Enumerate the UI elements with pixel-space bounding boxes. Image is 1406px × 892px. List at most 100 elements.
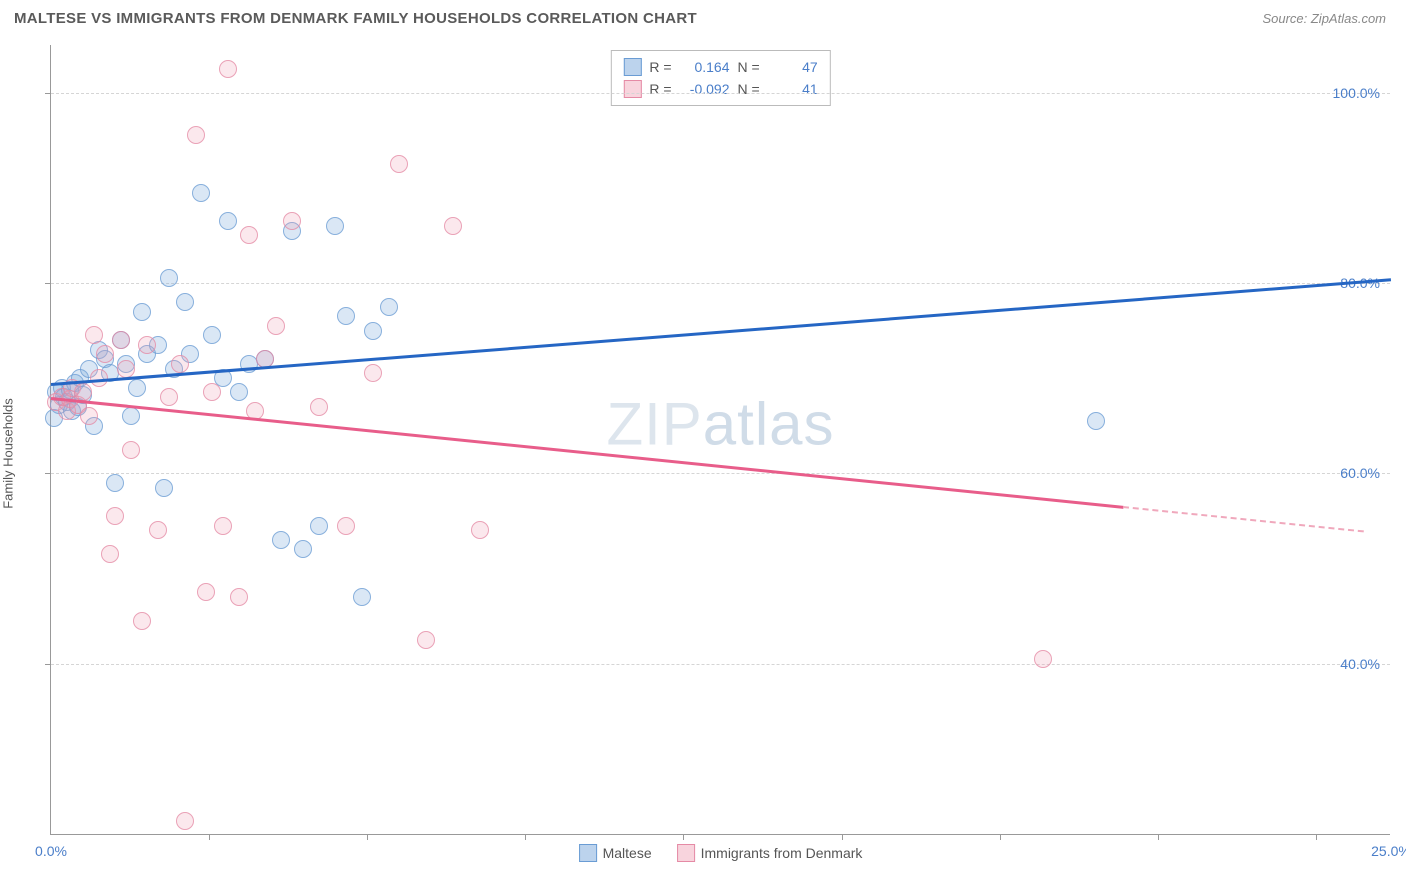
n-value-2: 41	[768, 81, 818, 97]
data-point	[1034, 650, 1052, 668]
data-point	[240, 226, 258, 244]
data-point	[187, 126, 205, 144]
bottom-legend: Maltese Immigrants from Denmark	[579, 844, 863, 862]
y-tick-mark	[45, 473, 51, 474]
r-label: R =	[649, 59, 671, 75]
watermark: ZIPatlas	[606, 389, 834, 458]
data-point	[219, 212, 237, 230]
x-tick-mark	[683, 834, 684, 840]
y-tick-label: 100.0%	[1333, 85, 1380, 101]
data-point	[353, 588, 371, 606]
r-label-2: R =	[649, 81, 671, 97]
trend-line	[1123, 506, 1364, 532]
data-point	[197, 583, 215, 601]
data-point	[106, 507, 124, 525]
data-point	[417, 631, 435, 649]
plot-area: ZIPatlas R = 0.164 N = 47 R = -0.092 N =…	[50, 45, 1390, 835]
data-point	[444, 217, 462, 235]
x-tick-label: 25.0%	[1371, 843, 1406, 859]
data-point	[390, 155, 408, 173]
data-point	[106, 474, 124, 492]
data-point	[471, 521, 489, 539]
data-point	[112, 331, 130, 349]
data-point	[272, 531, 290, 549]
trend-line	[51, 397, 1123, 508]
chart-container: MALTESE VS IMMIGRANTS FROM DENMARK FAMIL…	[0, 0, 1406, 892]
header: MALTESE VS IMMIGRANTS FROM DENMARK FAMIL…	[0, 0, 1406, 32]
x-tick-mark	[1316, 834, 1317, 840]
data-point	[149, 521, 167, 539]
gridline-h	[51, 664, 1390, 665]
x-tick-mark	[367, 834, 368, 840]
gridline-h	[51, 283, 1390, 284]
x-tick-mark	[1000, 834, 1001, 840]
data-point	[117, 360, 135, 378]
legend-swatch-blue-icon	[579, 844, 597, 862]
y-tick-mark	[45, 664, 51, 665]
data-point	[310, 517, 328, 535]
data-point	[326, 217, 344, 235]
n-label-2: N =	[738, 81, 760, 97]
data-point	[267, 317, 285, 335]
legend-label-2: Immigrants from Denmark	[701, 845, 863, 861]
legend-label-1: Maltese	[603, 845, 652, 861]
data-point	[203, 326, 221, 344]
stats-row-1: R = 0.164 N = 47	[623, 56, 817, 78]
legend-swatch-pink-icon	[677, 844, 695, 862]
data-point	[294, 540, 312, 558]
y-axis-label: Family Households	[1, 398, 16, 509]
data-point	[364, 322, 382, 340]
data-point	[176, 293, 194, 311]
watermark-bold: ZIP	[606, 390, 702, 457]
n-value-1: 47	[768, 59, 818, 75]
data-point	[160, 388, 178, 406]
data-point	[176, 812, 194, 830]
data-point	[380, 298, 398, 316]
data-point	[122, 407, 140, 425]
legend-item-2: Immigrants from Denmark	[677, 844, 863, 862]
x-tick-mark	[209, 834, 210, 840]
stats-legend: R = 0.164 N = 47 R = -0.092 N = 41	[610, 50, 830, 106]
data-point	[155, 479, 173, 497]
x-tick-mark	[842, 834, 843, 840]
stats-row-2: R = -0.092 N = 41	[623, 78, 817, 100]
x-tick-mark	[525, 834, 526, 840]
data-point	[310, 398, 328, 416]
data-point	[171, 355, 189, 373]
data-point	[133, 303, 151, 321]
gridline-h	[51, 93, 1390, 94]
swatch-blue-icon	[623, 58, 641, 76]
trend-line	[51, 278, 1391, 385]
data-point	[230, 383, 248, 401]
data-point	[214, 517, 232, 535]
data-point	[203, 383, 221, 401]
n-label: N =	[738, 59, 760, 75]
legend-item-1: Maltese	[579, 844, 652, 862]
data-point	[138, 336, 156, 354]
data-point	[80, 407, 98, 425]
chart-title: MALTESE VS IMMIGRANTS FROM DENMARK FAMIL…	[14, 10, 697, 27]
data-point	[230, 588, 248, 606]
data-point	[364, 364, 382, 382]
data-point	[160, 269, 178, 287]
data-point	[219, 60, 237, 78]
data-point	[96, 345, 114, 363]
y-tick-mark	[45, 283, 51, 284]
data-point	[101, 545, 119, 563]
data-point	[192, 184, 210, 202]
x-tick-label: 0.0%	[35, 843, 67, 859]
data-point	[337, 517, 355, 535]
data-point	[128, 379, 146, 397]
watermark-thin: atlas	[703, 390, 835, 457]
data-point	[85, 326, 103, 344]
data-point	[133, 612, 151, 630]
data-point	[122, 441, 140, 459]
r-value-2: -0.092	[680, 81, 730, 97]
data-point	[1087, 412, 1105, 430]
y-tick-mark	[45, 93, 51, 94]
r-value-1: 0.164	[680, 59, 730, 75]
data-point	[337, 307, 355, 325]
y-tick-label: 60.0%	[1340, 465, 1380, 481]
data-point	[283, 212, 301, 230]
gridline-h	[51, 473, 1390, 474]
